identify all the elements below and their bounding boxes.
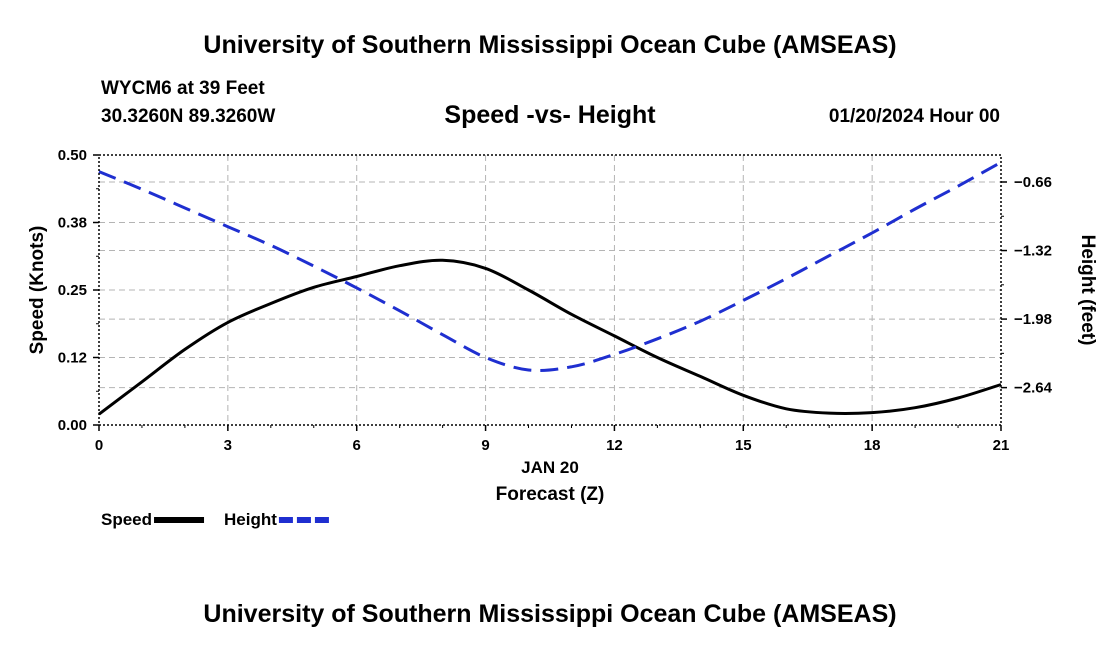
grid-lines — [99, 155, 1001, 425]
y-tick-label: 0.50 — [58, 147, 87, 164]
y-axis-label: Speed (Knots) — [27, 226, 48, 355]
y2-axis-label: Height (feet) — [1077, 235, 1098, 346]
x-tick-label: 3 — [224, 437, 232, 454]
y-tick-label: 0.38 — [58, 215, 87, 232]
chart-title: University of Southern Mississippi Ocean… — [203, 31, 897, 59]
x-tick-label: 12 — [606, 437, 623, 454]
y2-tick-label: −0.66 — [1014, 174, 1052, 191]
x-tick-label: 9 — [481, 437, 489, 454]
legend: Speed Height — [101, 510, 329, 529]
footer-title: University of Southern Mississippi Ocean… — [203, 600, 897, 628]
y-tick-label: 0.12 — [58, 350, 87, 367]
axes: 0 3 6 9 12 15 18 21 0.00 0.12 0.25 0.38 0.50 −0.66 −1.… — [58, 147, 1053, 454]
coordinates-label: 30.3260N 89.3260W — [101, 106, 276, 127]
legend-label-height: Height — [224, 510, 277, 529]
series-lines — [98, 160, 1002, 416]
legend-label-speed: Speed — [101, 510, 152, 529]
y-tick-label: 0.25 — [58, 282, 87, 299]
datetime-label: 01/20/2024 Hour 00 — [828, 106, 1000, 127]
speed-series-line — [98, 258, 1002, 416]
height-series-line — [98, 160, 1002, 372]
x-tick-label: 6 — [353, 437, 361, 454]
station-label: WYCM6 at 39 Feet — [101, 78, 265, 99]
x-tick-label: 0 — [95, 437, 103, 454]
y2-tick-label: −2.64 — [1014, 380, 1053, 397]
x-tick-label: 15 — [735, 437, 752, 454]
plot-title: Speed -vs- Height — [444, 101, 656, 129]
y2-tick-label: −1.32 — [1014, 243, 1052, 260]
x-axis-label: Forecast (Z) — [496, 484, 605, 505]
y-tick-label: 0.00 — [58, 417, 87, 434]
x-tick-label: 18 — [864, 437, 881, 454]
x-axis-date-label: JAN 20 — [521, 458, 579, 477]
x-tick-label: 21 — [993, 437, 1010, 454]
y2-tick-label: −1.98 — [1014, 311, 1052, 328]
